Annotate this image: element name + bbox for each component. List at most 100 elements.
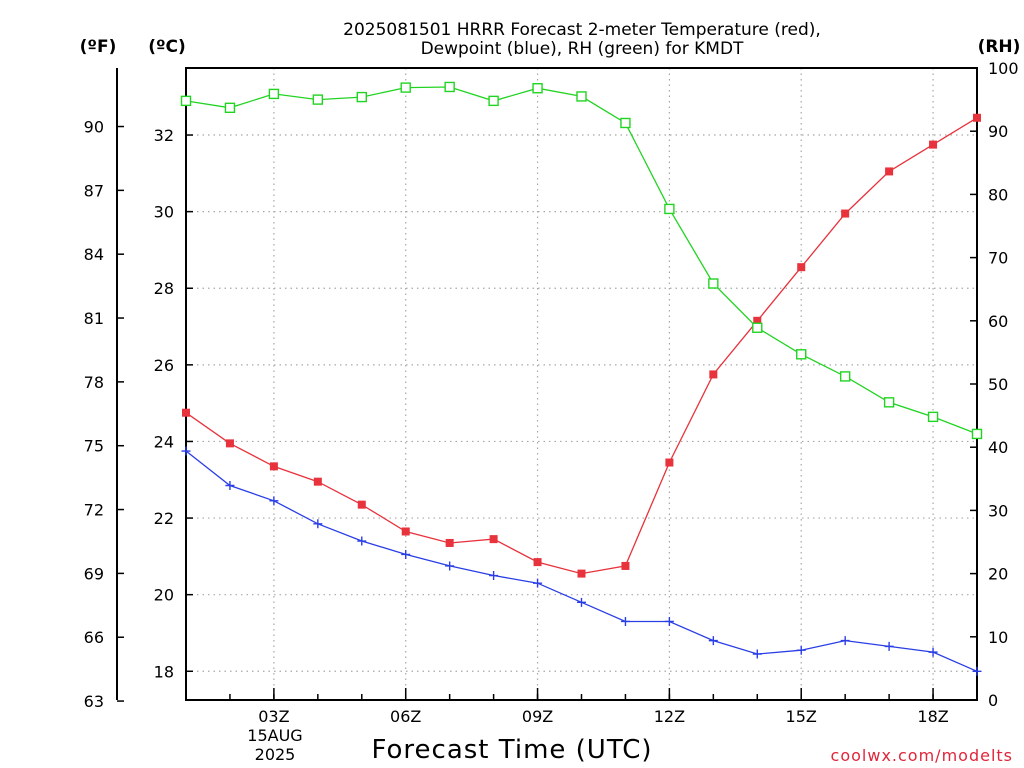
rh-point-7 [444,81,455,93]
celsius-tick-label-28: 28 [154,279,174,298]
rh-point-9 [532,83,543,94]
fahrenheit-tick-label-87: 87 [84,181,104,200]
rh-tick-label-30: 30 [988,501,1008,520]
dewpoint-point-13 [708,636,718,646]
fahrenheit-tick-label-69: 69 [84,564,104,583]
dewpoint-point-19 [972,666,982,676]
temperature-point-7 [445,538,454,547]
rh-point-11 [620,117,631,129]
dewpoint-point-16 [840,636,850,646]
rh-tick-label-100: 100 [988,59,1019,78]
temperature-point-12 [665,458,674,467]
fahrenheit-tick-label-66: 66 [84,628,104,647]
fahrenheit-tick-label-90: 90 [84,118,104,137]
rh-tick-label-80: 80 [988,185,1008,204]
rh-unit-label: (RH) [978,37,1021,57]
x-axis-title: Forecast Time (UTC) [371,735,652,765]
rh-point-5 [356,91,367,103]
chart-title-line-2: Dewpoint (blue), RH (green) for KMDT [421,39,744,59]
rh-tick-label-40: 40 [988,438,1008,457]
fahrenheit-tick-label-78: 78 [84,373,104,392]
rh-point-18 [927,411,939,423]
celsius-tick-label-20: 20 [154,586,174,605]
rh-point-1 [180,95,192,107]
rh-point-3 [268,88,280,100]
chart-axes: 63 66 69 72 75 78 81 84 87 90 18 20 22 24 26 28 30 32 0 10 2… [84,59,1019,726]
temperature-point-10 [577,569,586,578]
celsius-tick-label-18: 18 [154,662,174,681]
date-label-year: 2025 [255,745,296,764]
rh-tick-label-20: 20 [988,565,1008,584]
dewpoint-point-11 [620,616,630,626]
rh-point-19 [971,428,983,440]
date-label-day: 15AUG [247,726,302,745]
rh-point-14 [752,322,763,333]
grid-lines [186,68,977,700]
temperature-line [185,117,978,575]
rh-point-13 [708,278,719,289]
temperature-point-1 [182,408,190,417]
rh-point-2 [224,102,236,114]
dewpoint-series [181,446,982,676]
dewpoint-point-17 [884,641,894,651]
rh-point-8 [488,95,499,107]
rh-point-15 [796,349,807,360]
dewpoint-point-10 [577,597,586,607]
temperature-series [182,113,981,578]
rh-point-6 [400,82,411,93]
rh-point-10 [576,91,587,102]
rh-point-4 [312,94,324,105]
dewpoint-point-2 [225,481,235,491]
temperature-point-2 [225,439,234,448]
temperature-point-15 [797,263,806,272]
temperature-point-3 [269,462,278,471]
dewpoint-line [185,450,978,672]
dewpoint-point-6 [401,549,411,559]
fahrenheit-tick-label-81: 81 [84,309,104,328]
x-tick-label-18: 18Z [917,707,948,726]
rh-point-17 [883,397,895,408]
celsius-tick-label-30: 30 [154,203,174,222]
rh-line [185,86,978,435]
dewpoint-point-8 [489,571,499,581]
rh-series [180,81,983,440]
rh-point-12 [664,203,675,215]
temperature-point-17 [885,167,894,176]
celsius-unit-label: (ºC) [148,37,186,57]
dewpoint-point-18 [928,647,938,657]
rh-tick-label-50: 50 [988,375,1008,394]
rh-tick-label-60: 60 [988,312,1008,331]
rh-tick-label-0: 0 [988,691,998,710]
temperature-point-11 [621,561,630,570]
temperature-point-6 [401,527,410,536]
dewpoint-point-12 [664,616,674,626]
temperature-point-9 [533,558,542,567]
x-tick-label-12: 12Z [654,707,685,726]
rh-point-16 [839,371,851,382]
temperature-point-13 [709,370,718,379]
fahrenheit-tick-label-75: 75 [84,437,104,456]
temperature-point-16 [841,209,850,218]
dewpoint-point-14 [752,649,762,659]
dewpoint-point-1 [181,446,191,456]
dewpoint-point-15 [796,645,806,655]
celsius-tick-label-22: 22 [154,509,174,528]
temperature-point-14 [753,316,762,325]
dewpoint-point-3 [269,496,279,506]
fahrenheit-unit-label: (ºF) [80,37,117,57]
x-tick-label-15: 15Z [786,707,817,726]
credit-label: coolwx.com/modelts [831,746,1013,765]
dewpoint-point-9 [533,578,543,588]
celsius-tick-label-24: 24 [154,432,174,451]
rh-tick-label-90: 90 [988,122,1008,141]
dewpoint-point-7 [445,561,455,571]
temperature-point-18 [929,140,938,149]
dewpoint-point-4 [313,519,323,529]
temperature-point-5 [357,500,366,509]
fahrenheit-tick-label-72: 72 [84,501,104,520]
temperature-point-4 [313,477,322,486]
rh-tick-label-70: 70 [988,249,1008,268]
celsius-tick-label-26: 26 [154,356,174,375]
celsius-tick-label-32: 32 [154,126,174,145]
